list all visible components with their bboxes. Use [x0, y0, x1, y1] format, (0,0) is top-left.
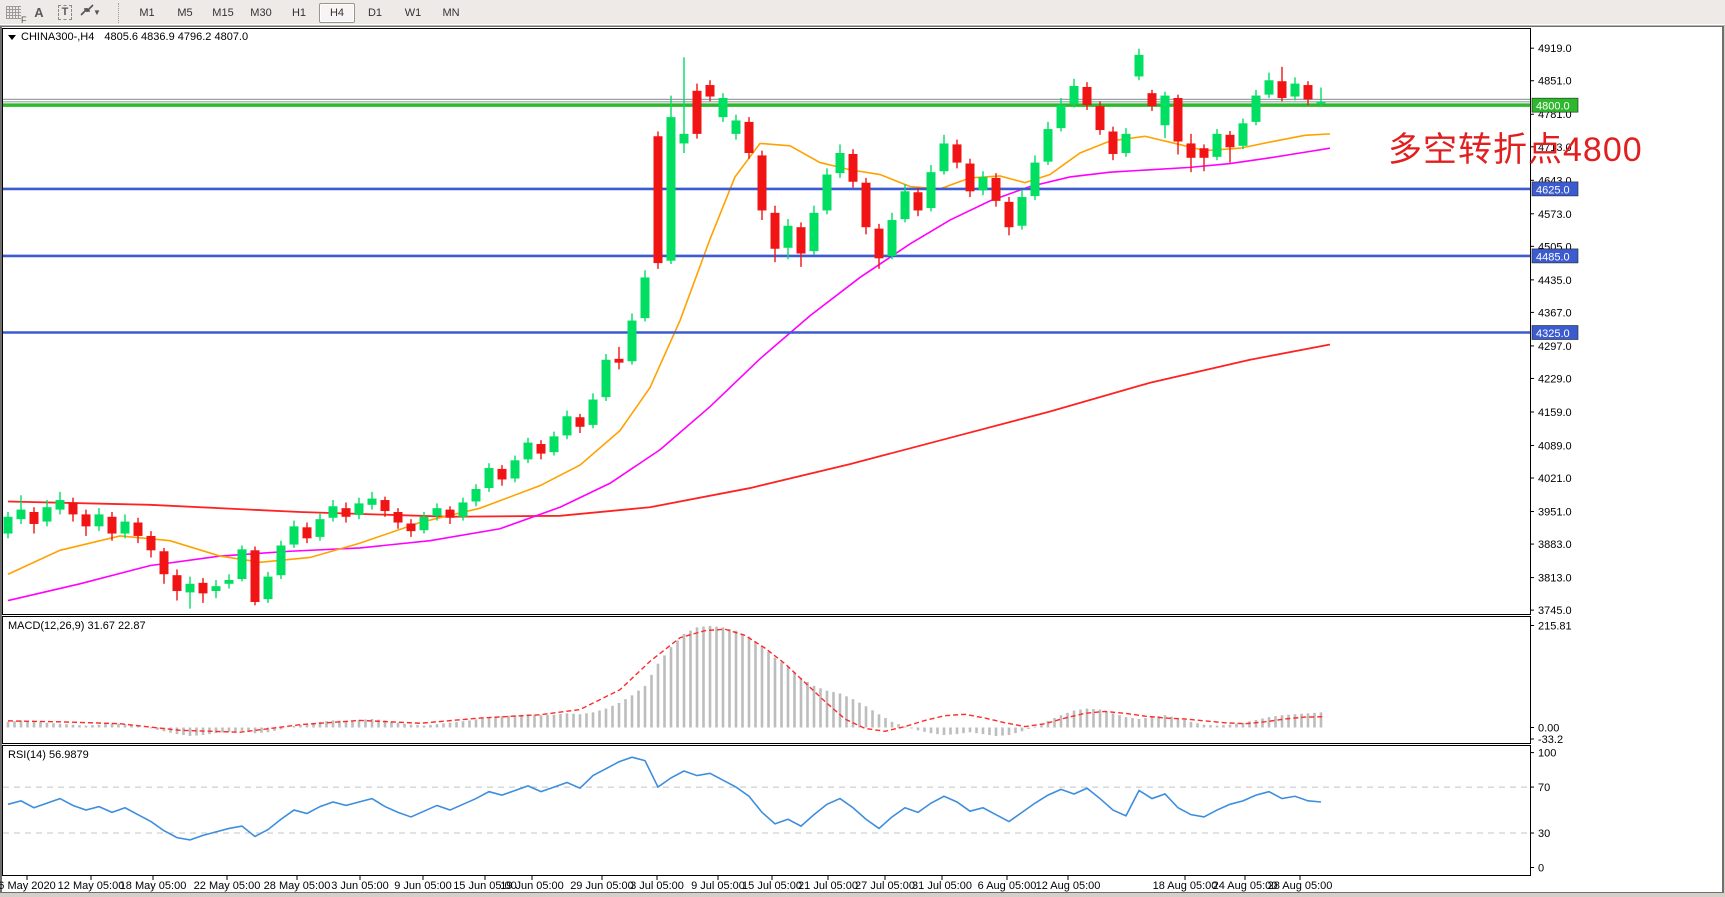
svg-text:9 Jun 05:00: 9 Jun 05:00 — [394, 880, 452, 892]
svg-text:15 Jun 05:00: 15 Jun 05:00 — [453, 880, 517, 892]
svg-text:4229.0: 4229.0 — [1538, 373, 1572, 385]
price-axis: 4919.04851.04781.04713.04643.04573.04505… — [1530, 43, 1579, 617]
macd-pane[interactable] — [6, 625, 1326, 737]
timeframe-button-m5[interactable]: M5 — [177, 6, 193, 19]
timeframe-button-mn[interactable]: MN — [442, 6, 460, 19]
svg-text:3 Jul 05:00: 3 Jul 05:00 — [630, 880, 684, 892]
svg-text:12 Aug 05:00: 12 Aug 05:00 — [1036, 880, 1101, 892]
svg-text:0.00: 0.00 — [1538, 723, 1559, 735]
svg-text:6 Aug 05:00: 6 Aug 05:00 — [978, 880, 1037, 892]
svg-text:4485.0: 4485.0 — [1536, 251, 1570, 263]
svg-text:4297.0: 4297.0 — [1538, 341, 1572, 353]
chart-title-row: CHINA300-,H4 4805.6 4836.9 4796.2 4807.0 — [8, 31, 248, 43]
pane-frames — [1, 26, 1724, 893]
svg-text:4159.0: 4159.0 — [1538, 407, 1572, 419]
svg-text:31 Jul 05:00: 31 Jul 05:00 — [912, 880, 972, 892]
svg-text:28 Aug 05:00: 28 Aug 05:00 — [1268, 880, 1333, 892]
text-label-icon[interactable]: T — [53, 3, 77, 23]
timeframe-button-d1[interactable]: D1 — [367, 6, 383, 19]
toolbar-separator — [118, 2, 124, 23]
grid-icon: F — [5, 6, 27, 25]
grid-crosshair-icon[interactable]: F — [1, 3, 27, 25]
rsi-pane[interactable] — [3, 756, 1530, 841]
svg-text:70: 70 — [1538, 782, 1550, 794]
svg-text:4367.0: 4367.0 — [1538, 307, 1572, 319]
price-badge-4485.0: 4485.0 — [1531, 248, 1579, 263]
svg-text:21 Jul 05:00: 21 Jul 05:00 — [798, 880, 858, 892]
svg-text:3745.0: 3745.0 — [1538, 605, 1572, 617]
symbol-timeframe-label: CHINA300-,H4 — [21, 31, 95, 43]
svg-text:27 Jul 05:00: 27 Jul 05:00 — [855, 880, 915, 892]
macd-axis: 215.81 0.00-33.2 — [1530, 621, 1572, 746]
svg-text:12 May 05:00: 12 May 05:00 — [58, 880, 125, 892]
svg-text:-33.2: -33.2 — [1538, 734, 1563, 746]
svg-text:18 May 05:00: 18 May 05:00 — [120, 880, 187, 892]
timeframe-button-h1[interactable]: H1 — [291, 6, 307, 19]
timeframe-button-w1[interactable]: W1 — [404, 6, 422, 19]
svg-text:4625.0: 4625.0 — [1536, 184, 1570, 196]
svg-text:4089.0: 4089.0 — [1538, 440, 1572, 452]
svg-text:215.81: 215.81 — [1538, 621, 1572, 633]
svg-text:4435.0: 4435.0 — [1538, 275, 1572, 287]
macd-histogram — [6, 625, 1323, 737]
arrow-pointer-icon[interactable]: A — [34, 5, 44, 20]
svg-text:19 Jun 05:00: 19 Jun 05:00 — [500, 880, 564, 892]
timeframe-button-h4[interactable]: H4 — [319, 2, 355, 23]
svg-text:4851.0: 4851.0 — [1538, 76, 1572, 88]
macd-indicator-label: MACD(12,26,9) 31.67 22.87 — [8, 620, 146, 632]
svg-text:4325.0: 4325.0 — [1536, 328, 1570, 340]
price-badge-4800.0: 4800.0 — [1531, 97, 1579, 113]
price-badge-4625.0: 4625.0 — [1531, 181, 1579, 196]
svg-text:29 Jun 05:00: 29 Jun 05:00 — [570, 880, 634, 892]
rsi-line — [7, 756, 1322, 841]
timeframe-button-m30[interactable]: M30 — [250, 6, 272, 19]
svg-text:30: 30 — [1538, 828, 1550, 840]
svg-text:22 May 05:00: 22 May 05:00 — [194, 880, 261, 892]
svg-text:0: 0 — [1538, 863, 1544, 875]
price-annotation-text: 多空转折点4800 — [1388, 131, 1643, 169]
timeframe-button-m15[interactable]: M15 — [212, 6, 234, 19]
svg-text:3813.0: 3813.0 — [1538, 573, 1572, 585]
svg-text:4800.0: 4800.0 — [1536, 101, 1570, 113]
timeframe-button-m1[interactable]: M1 — [139, 6, 155, 19]
rsi-axis: 100 70 30 0 — [1530, 748, 1556, 875]
dropdown-caret-icon[interactable]: ▼ — [93, 8, 101, 17]
indicator-arrows-icon[interactable]: ▼ — [79, 3, 113, 23]
svg-text:100: 100 — [1538, 748, 1556, 760]
svg-text:3 Jun 05:00: 3 Jun 05:00 — [331, 880, 389, 892]
window-bottom-edge — [0, 893, 1725, 897]
symbol-dropdown-icon[interactable] — [8, 34, 16, 40]
svg-text:15 Jul 05:00: 15 Jul 05:00 — [742, 880, 802, 892]
macd-signal-line — [7, 628, 1326, 733]
moving-average-lines — [7, 133, 1331, 602]
price-badge-4325.0: 4325.0 — [1531, 325, 1579, 340]
diagonal-arrows-glyph — [80, 3, 94, 16]
svg-text:24 Aug 05:00: 24 Aug 05:00 — [1213, 880, 1278, 892]
svg-text:18 Aug 05:00: 18 Aug 05:00 — [1153, 880, 1218, 892]
svg-text:4021.0: 4021.0 — [1538, 473, 1572, 485]
svg-text:28 May 05:00: 28 May 05:00 — [264, 880, 331, 892]
svg-text:4919.0: 4919.0 — [1538, 43, 1572, 55]
svg-text:4713.0: 4713.0 — [1538, 142, 1572, 154]
svg-text:3883.0: 3883.0 — [1538, 539, 1572, 551]
svg-text:4573.0: 4573.0 — [1538, 209, 1572, 221]
svg-text:3951.0: 3951.0 — [1538, 507, 1572, 519]
svg-text:6 May 2020: 6 May 2020 — [0, 880, 56, 892]
main-toolbar: F A T ▼ M1 M5 M15 M30 H1 H4 D1 W1 MN — [0, 0, 1725, 26]
timeframe-button-group: M1 M5 M15 M30 H1 H4 D1 W1 MN — [128, 2, 470, 23]
svg-text:9 Jul 05:00: 9 Jul 05:00 — [691, 880, 745, 892]
ohlc-quote-label: 4805.6 4836.9 4796.2 4807.0 — [104, 31, 249, 43]
rsi-indicator-label: RSI(14) 56.9879 — [8, 749, 89, 761]
candlestick-series — [3, 48, 1326, 609]
main-price-pane[interactable] — [3, 48, 1530, 609]
